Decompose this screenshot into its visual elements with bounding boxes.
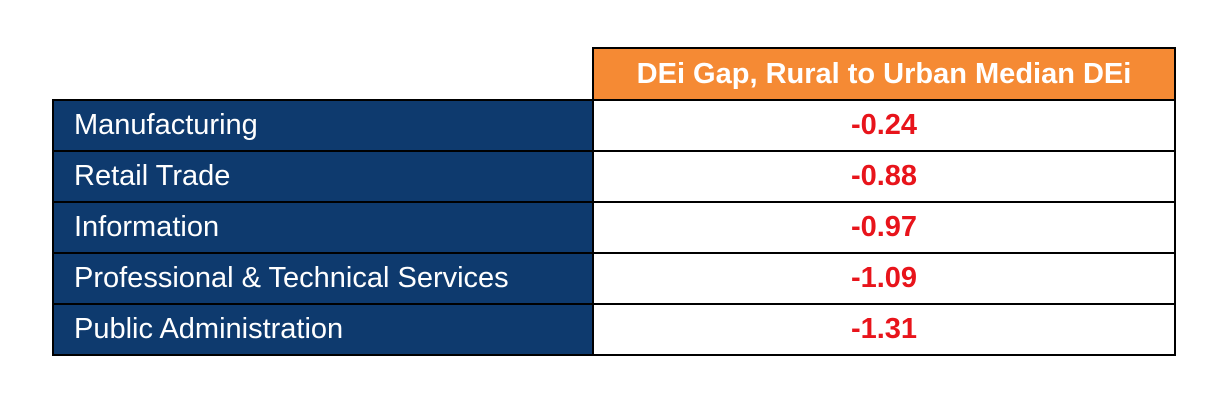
- row-value: -1.31: [592, 303, 1176, 356]
- row-label: Retail Trade: [52, 150, 594, 203]
- row-label: Manufacturing: [52, 99, 594, 152]
- row-value: -1.09: [592, 252, 1176, 305]
- dei-gap-table: DEi Gap, Rural to Urban Median DEi Manuf…: [52, 47, 1176, 356]
- table-row: Retail Trade -0.88: [52, 150, 1176, 203]
- table-row: Public Administration -1.31: [52, 303, 1176, 356]
- row-label: Professional & Technical Services: [52, 252, 594, 305]
- table-row: Information -0.97: [52, 201, 1176, 254]
- row-label: Information: [52, 201, 594, 254]
- table-header-row: DEi Gap, Rural to Urban Median DEi: [53, 47, 1176, 101]
- row-value: -0.24: [592, 99, 1176, 152]
- row-label: Public Administration: [52, 303, 594, 356]
- row-value: -0.88: [592, 150, 1176, 203]
- table-row: Manufacturing -0.24: [52, 99, 1176, 152]
- empty-corner-cell: [53, 48, 593, 100]
- row-value: -0.97: [592, 201, 1176, 254]
- table-row: Professional & Technical Services -1.09: [52, 252, 1176, 305]
- column-header: DEi Gap, Rural to Urban Median DEi: [592, 47, 1176, 101]
